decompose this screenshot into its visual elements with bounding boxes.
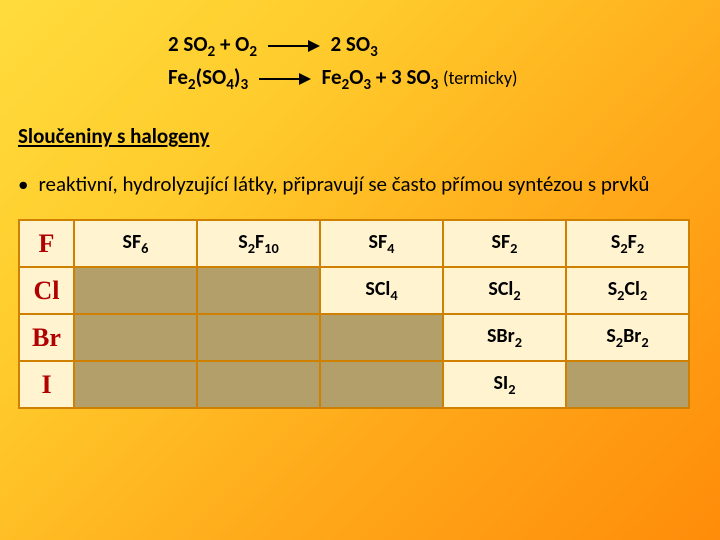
compound-cell: SCl4 [320,267,443,314]
compound-cell: S2Br2 [566,314,689,361]
compounds-table: FSF6S2F10SF4SF2S2F2ClSCl4SCl2S2Cl2BrSBr2… [18,219,690,409]
equation-2: Fe2(SO4)3 Fe2O3 + 3 SO3 (termicky) [168,63,702,96]
table-row: Cl SCl4SCl2S2Cl2 [19,267,689,314]
compound-cell [74,267,197,314]
row-header: I [19,361,74,408]
compound-cell [566,361,689,408]
compound-cell [74,361,197,408]
row-header: Br [19,314,74,361]
table-row: Br SBr2S2Br2 [19,314,689,361]
table-row: I SI2 [19,361,689,408]
arrow-icon [259,73,311,85]
compound-cell: S2F10 [197,220,320,267]
compound-cell: S2F2 [566,220,689,267]
bullet-dot-icon: • [18,171,28,197]
compound-cell: SI2 [443,361,566,408]
bullet-item: • reaktivní, hydrolyzující látky, připra… [18,171,702,197]
eq1-lhs: 2 SO [168,31,208,57]
compound-cell [197,314,320,361]
compound-cell [320,314,443,361]
arrow-icon [268,40,320,52]
row-header: Cl [19,267,74,314]
bullet-text: reaktivní, hydrolyzující látky, připravu… [38,171,649,197]
eq2-note: (termicky) [443,67,517,89]
equations-block: 2 SO2 + O2 2 SO3 Fe2(SO4)3 Fe2O3 + 3 SO3… [168,30,702,95]
compound-cell: SBr2 [443,314,566,361]
compound-cell [74,314,197,361]
compound-cell: S2Cl2 [566,267,689,314]
compound-cell [197,361,320,408]
compound-cell: SCl2 [443,267,566,314]
compound-cell: SF6 [74,220,197,267]
compound-cell: SF4 [320,220,443,267]
section-title: Sloučeniny s halogeny [18,123,702,149]
row-header: F [19,220,74,267]
equation-1: 2 SO2 + O2 2 SO3 [168,30,702,63]
compound-cell [320,361,443,408]
compound-cell [197,267,320,314]
slide: 2 SO2 + O2 2 SO3 Fe2(SO4)3 Fe2O3 + 3 SO3… [0,0,720,540]
halogen-table: FSF6S2F10SF4SF2S2F2ClSCl4SCl2S2Cl2BrSBr2… [18,219,690,409]
table-row: FSF6S2F10SF4SF2S2F2 [19,220,689,267]
compound-cell: SF2 [443,220,566,267]
